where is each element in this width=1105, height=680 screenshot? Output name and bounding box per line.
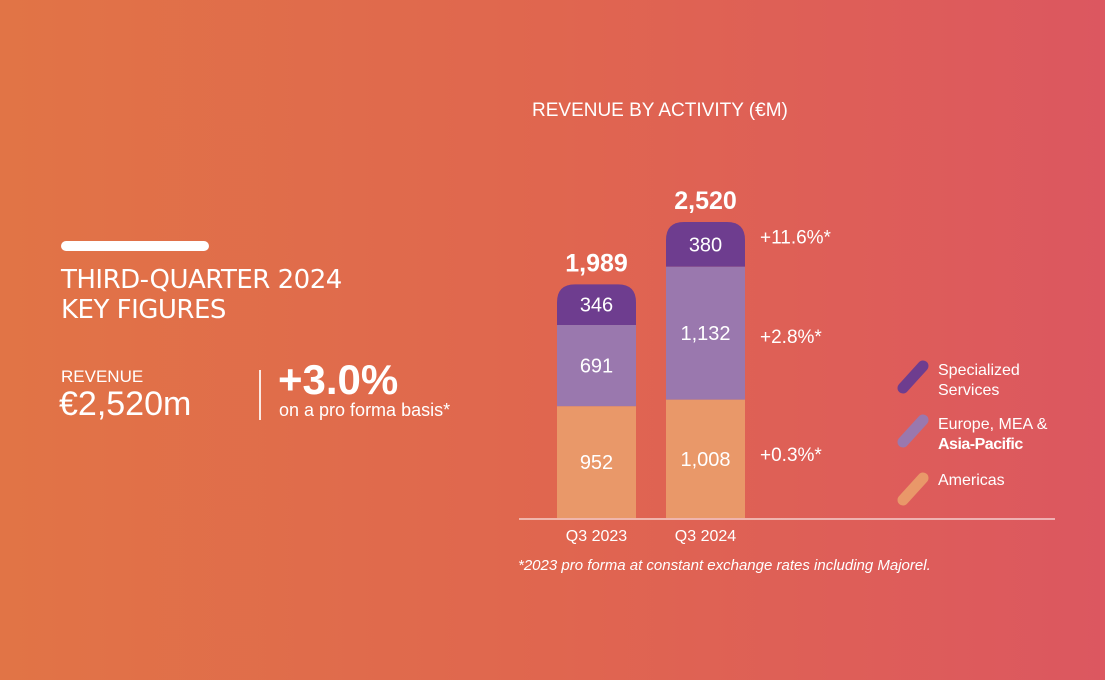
legend-americas: Americas	[938, 471, 1005, 491]
revenue-label: REVENUE	[61, 367, 144, 386]
x-tick-label: Q3 2023	[566, 528, 627, 545]
data-label: 691	[580, 356, 613, 378]
bar-segment	[666, 399, 745, 518]
total-label: 2,520	[674, 187, 737, 215]
bar-segment	[557, 325, 636, 407]
growth-label: +0.3%*	[760, 445, 822, 466]
bar-segment	[557, 406, 636, 518]
x-tick-label: Q3 2024	[675, 528, 736, 545]
legend-label: Services	[938, 382, 1000, 399]
title-line-1: THIRD-QUARTER 2024	[61, 265, 342, 295]
growth-value: +3.0%	[278, 356, 399, 403]
legend-swatch	[897, 414, 929, 448]
growth-note: on a pro forma basis*	[279, 400, 451, 420]
chart-title: REVENUE BY ACTIVITY (€M)	[532, 100, 788, 121]
legend-swatch	[897, 360, 929, 394]
bar-segment	[666, 266, 745, 400]
growth-label: +11.6%*	[760, 227, 832, 248]
legend-europe-mea-apac: Europe, MEA & Asia-Pacific	[938, 415, 1047, 455]
bar-segment	[666, 222, 745, 267]
page-title: THIRD-QUARTER 2024 KEY FIGURES	[61, 265, 342, 325]
revenue-value: €2,520m	[59, 385, 192, 423]
title-line-2: KEY FIGURES	[61, 295, 226, 325]
data-label: 1,008	[680, 449, 730, 471]
legend-label: Europe, MEA &	[938, 416, 1048, 433]
divider	[259, 370, 261, 420]
total-label: 1,989	[565, 249, 628, 277]
legend-label: Asia-Pacific	[938, 436, 1023, 453]
data-label: 952	[580, 452, 613, 474]
legend-specialized-services: Specialized Services	[938, 361, 1020, 401]
data-label: 1,132	[680, 323, 730, 345]
data-label: 346	[580, 295, 613, 317]
legend-swatch	[897, 472, 929, 506]
bar-segment	[557, 284, 636, 326]
legend-label: Specialized	[938, 362, 1020, 379]
growth-label: +2.8%*	[760, 327, 822, 348]
data-label: 380	[689, 234, 722, 256]
decorative-bar	[61, 241, 209, 251]
footnote: *2023 pro forma at constant exchange rat…	[518, 557, 931, 574]
legend-label: Americas	[938, 472, 1005, 489]
